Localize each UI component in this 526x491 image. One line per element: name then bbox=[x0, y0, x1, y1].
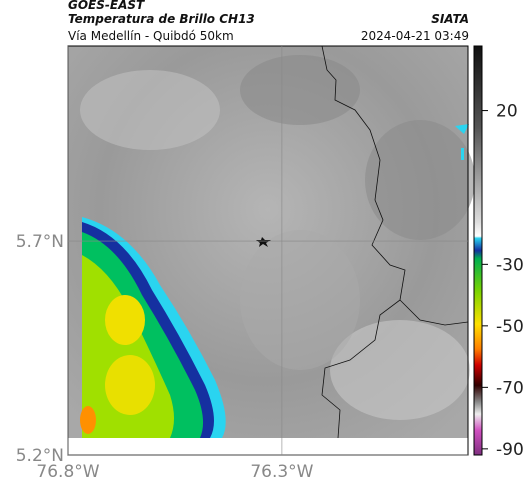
y-tick-label: 5.2°N bbox=[16, 446, 64, 466]
colorbar-tick-label: 20 bbox=[496, 102, 518, 122]
y-tick-label: 5.7°N bbox=[16, 232, 64, 252]
x-tick-label: 76.8°W bbox=[36, 462, 99, 482]
source: GOES-EAST bbox=[68, 0, 145, 12]
agency: SIATA bbox=[431, 12, 469, 26]
colorbar-tick-label: -30 bbox=[496, 255, 524, 275]
subtitle: Vía Medellín - Quibdó 50km bbox=[68, 29, 234, 43]
colorbar-tick-label: -90 bbox=[496, 440, 524, 460]
x-tick-label: 76.3°W bbox=[250, 462, 313, 482]
title: Temperatura de Brillo CH13 bbox=[68, 12, 255, 26]
colorbar-tick-label: -50 bbox=[496, 317, 524, 337]
colorbar bbox=[473, 45, 483, 456]
colorbar-tick-label: -70 bbox=[496, 378, 524, 398]
timestamp: 2024-04-21 03:49 bbox=[361, 29, 469, 43]
imagery bbox=[68, 45, 475, 455]
